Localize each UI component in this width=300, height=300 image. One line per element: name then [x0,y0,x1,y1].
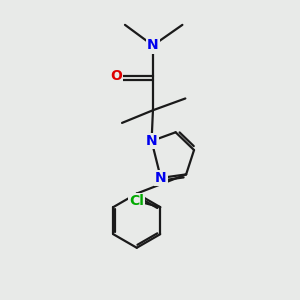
Text: N: N [146,134,158,148]
Text: N: N [155,171,166,185]
Text: O: O [110,69,122,83]
Text: N: N [147,38,159,52]
Text: Cl: Cl [130,194,144,208]
